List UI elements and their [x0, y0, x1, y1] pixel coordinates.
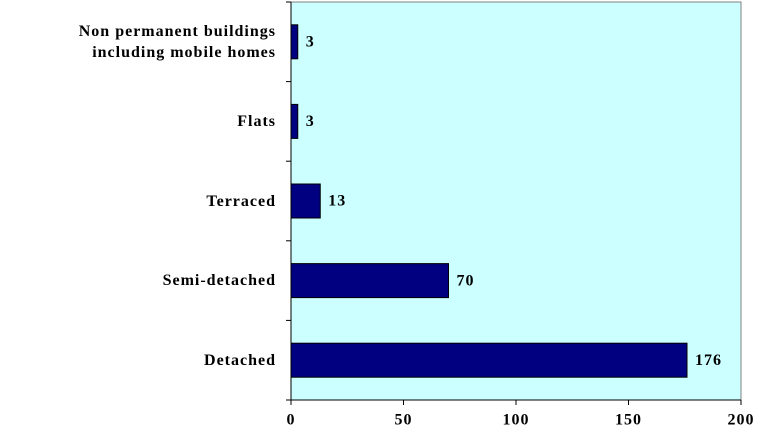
y-tick-label: Terraced [206, 192, 276, 210]
data-label: 176 [695, 352, 722, 369]
y-tick-label: Semi-detached [162, 272, 276, 290]
data-label: 70 [457, 272, 475, 289]
x-tick-label: 0 [287, 412, 296, 429]
x-tick-label: 100 [503, 412, 530, 429]
bar [290, 24, 299, 60]
plot-area [290, 1, 742, 401]
data-label: 3 [306, 113, 315, 130]
x-tick-label: 150 [615, 412, 642, 429]
y-tick-label: Detached [204, 351, 276, 369]
bar [290, 103, 299, 139]
x-tick-label: 50 [395, 412, 413, 429]
data-label: 3 [306, 33, 315, 50]
bar [290, 263, 449, 299]
y-tick-label: Flats [237, 112, 276, 130]
y-tick-label: Non permanent buildings including mobile… [78, 22, 276, 61]
x-tick-label: 200 [728, 412, 755, 429]
bar [290, 183, 321, 219]
data-label: 13 [328, 193, 346, 210]
bar [290, 342, 688, 378]
